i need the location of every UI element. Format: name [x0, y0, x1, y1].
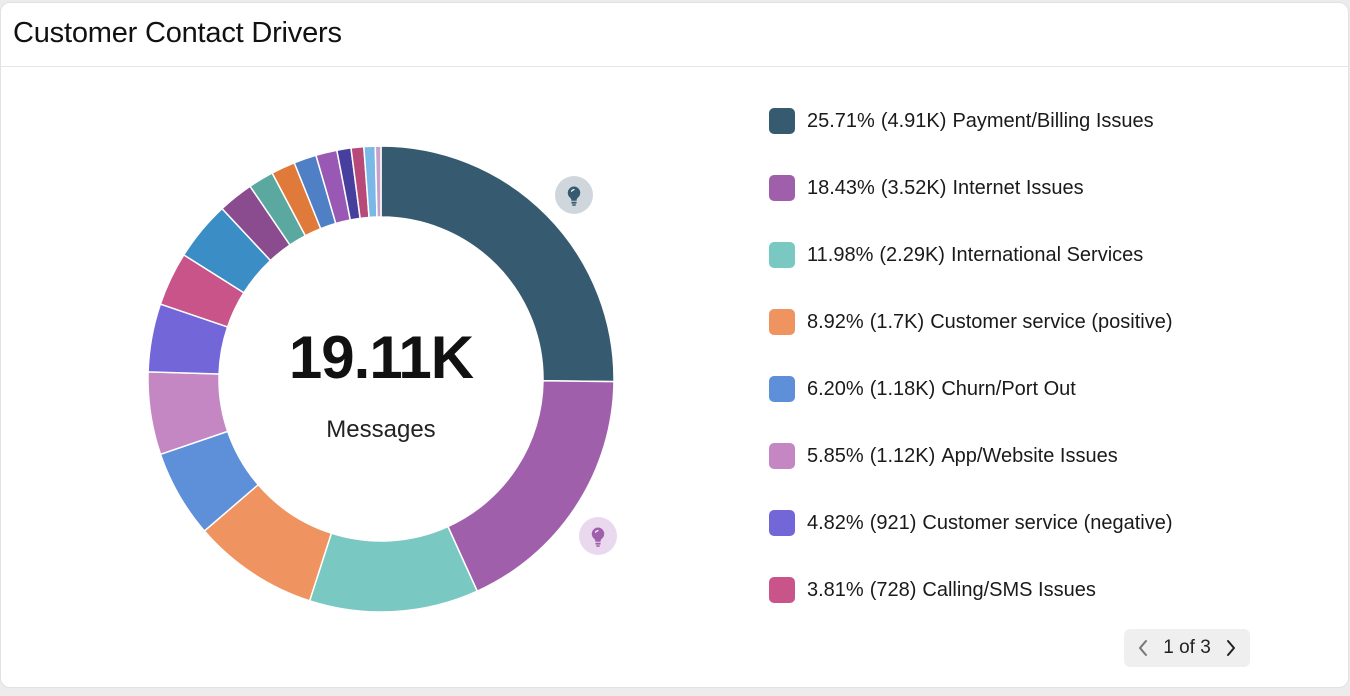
legend-text: 4.82% (921) Customer service (negative)	[807, 512, 1173, 535]
legend-swatch	[769, 309, 795, 335]
legend-percent: 5.85%	[807, 444, 864, 467]
legend-name: International Services	[950, 243, 1144, 266]
legend-text: 5.85% (1.12K) App/Website Issues	[807, 445, 1118, 468]
legend-swatch	[769, 376, 795, 402]
legend-percent: 8.92%	[807, 310, 864, 333]
donut-segments	[147, 145, 615, 613]
legend-count: (921)	[869, 511, 917, 534]
total-messages-value: 19.11K	[288, 324, 474, 391]
chevron-left-icon	[1139, 640, 1147, 656]
legend-name: App/Website Issues	[941, 444, 1118, 467]
legend-percent: 4.82%	[807, 511, 864, 534]
legend-name: Customer service (negative)	[922, 511, 1173, 534]
insight-lightbulb-payment[interactable]	[555, 176, 593, 214]
legend-name: Customer service (positive)	[930, 310, 1173, 333]
legend-swatch	[769, 577, 795, 603]
card-header: Customer Contact Drivers	[1, 3, 1348, 67]
card-title: Customer Contact Drivers	[13, 17, 342, 49]
legend-item[interactable]: 8.92% (1.7K) Customer service (positive)	[769, 308, 1289, 336]
legend-percent: 25.71%	[807, 109, 875, 132]
legend-swatch	[769, 443, 795, 469]
donut-segment-internet-issues[interactable]	[446, 380, 615, 593]
insight-lightbulb-internet[interactable]	[579, 517, 617, 555]
legend-item[interactable]: 4.82% (921) Customer service (negative)	[769, 509, 1289, 537]
legend-text: 3.81% (728) Calling/SMS Issues	[807, 579, 1096, 602]
legend-count: (1.7K)	[869, 310, 925, 333]
legend-item[interactable]: 6.20% (1.18K) Churn/Port Out	[769, 375, 1289, 403]
legend-count: (2.29K)	[879, 243, 945, 266]
legend-name: Calling/SMS Issues	[922, 578, 1096, 601]
lightbulb-icon	[555, 176, 593, 214]
legend-item[interactable]: 11.98% (2.29K) International Services	[769, 241, 1289, 269]
legend-text: 11.98% (2.29K) International Services	[807, 244, 1143, 267]
legend-text: 25.71% (4.91K) Payment/Billing Issues	[807, 110, 1154, 133]
total-messages-label: Messages	[326, 416, 436, 443]
legend-count: (3.52K)	[880, 176, 947, 199]
next-page-button[interactable]	[1224, 638, 1238, 658]
legend-name: Payment/Billing Issues	[952, 109, 1154, 132]
legend-name: Churn/Port Out	[941, 377, 1076, 400]
legend-swatch	[769, 108, 795, 134]
legend-item[interactable]: 3.81% (728) Calling/SMS Issues	[769, 576, 1289, 604]
donut-chart	[147, 145, 615, 613]
legend-swatch	[769, 242, 795, 268]
legend-item[interactable]: 18.43% (3.52K) Internet Issues	[769, 174, 1289, 202]
legend-swatch	[769, 175, 795, 201]
legend-percent: 18.43%	[807, 176, 875, 199]
donut-segment-international-services[interactable]	[308, 525, 479, 613]
legend-text: 18.43% (3.52K) Internet Issues	[807, 177, 1084, 200]
legend-count: (1.12K)	[869, 444, 936, 467]
legend-pagination: 1 of 3	[1124, 629, 1250, 667]
legend-text: 8.92% (1.7K) Customer service (positive)	[807, 311, 1172, 334]
legend-name: Internet Issues	[952, 176, 1084, 199]
page-indicator: 1 of 3	[1163, 637, 1211, 658]
legend-item[interactable]: 25.71% (4.91K) Payment/Billing Issues	[769, 107, 1289, 135]
legend-percent: 3.81%	[807, 578, 864, 601]
chevron-right-icon	[1226, 640, 1235, 656]
legend-swatch	[769, 510, 795, 536]
legend-text: 6.20% (1.18K) Churn/Port Out	[807, 378, 1076, 401]
legend-item[interactable]: 5.85% (1.12K) App/Website Issues	[769, 442, 1289, 470]
donut-segment-minor[interactable]	[374, 145, 382, 218]
legend-percent: 11.98%	[807, 243, 874, 266]
legend-count: (1.18K)	[869, 377, 936, 400]
legend-percent: 6.20%	[807, 377, 864, 400]
lightbulb-icon	[579, 517, 617, 555]
legend-count: (728)	[869, 578, 917, 601]
previous-page-button[interactable]	[1136, 638, 1150, 658]
legend-count: (4.91K)	[880, 109, 947, 132]
